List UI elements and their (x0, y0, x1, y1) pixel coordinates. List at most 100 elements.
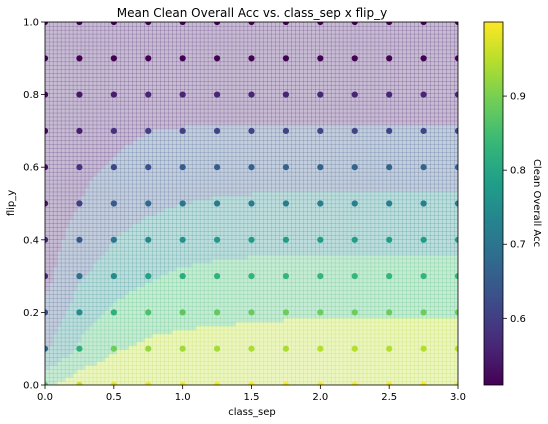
contour-cell (291, 195, 296, 201)
contour-cell (267, 337, 272, 343)
contour-cell (199, 215, 205, 220)
contour-cell (330, 369, 336, 374)
contour-cell (394, 274, 400, 280)
contour-cell (438, 313, 443, 319)
contour-cell (132, 313, 137, 319)
contour-cell (366, 337, 372, 343)
contour-cell (267, 223, 272, 228)
contour-cell (56, 235, 62, 240)
contour-cell (422, 329, 427, 335)
contour-cell (315, 313, 320, 319)
contour-cell (291, 250, 296, 256)
contour-cell (140, 341, 145, 347)
contour-cell (191, 266, 197, 272)
contour-cell (338, 361, 344, 366)
contour-cell (398, 262, 403, 268)
contour-cell (311, 211, 316, 216)
contour-cell (410, 258, 415, 264)
contour-cell (172, 349, 177, 355)
contour-cell (108, 345, 114, 351)
contour-cell (374, 310, 380, 315)
contour-cell (354, 223, 360, 228)
contour-cell (219, 270, 225, 276)
contour-cell (362, 223, 368, 228)
contour-cell (152, 195, 157, 201)
contour-cell (374, 302, 380, 307)
contour-cell (251, 337, 257, 343)
contour-cell (52, 203, 58, 209)
contour-cell (116, 341, 122, 347)
contour-cell (195, 286, 201, 291)
contour-cell (307, 235, 312, 240)
contour-cell (394, 357, 400, 362)
contour-cell (104, 302, 110, 307)
contour-cell (60, 258, 66, 264)
contour-cell (76, 278, 82, 284)
contour-cell (422, 258, 427, 264)
contour-cell (342, 353, 348, 358)
contour-cell (132, 325, 137, 331)
contour-cell (48, 250, 54, 256)
contour-cell (112, 377, 118, 382)
contour-cell (48, 227, 54, 232)
contour-cell (315, 215, 320, 220)
contour-cell (235, 353, 241, 358)
contour-cell (303, 262, 308, 268)
contour-cell (76, 242, 82, 248)
contour-cell (291, 286, 296, 291)
contour-cell (358, 317, 364, 323)
contour-cell (434, 290, 439, 295)
contour-cell (195, 266, 201, 272)
contour-cell (96, 365, 102, 370)
contour-cell (255, 227, 261, 232)
contour-cell (180, 231, 185, 236)
contour-cell (342, 266, 348, 272)
contour-cell (374, 235, 380, 240)
contour-cell (120, 353, 126, 358)
contour-cell (164, 302, 169, 307)
contour-cell (195, 369, 201, 374)
contour-cell (291, 215, 296, 220)
contour-cell (219, 215, 225, 220)
contour-cell (350, 282, 356, 287)
contour-cell (322, 227, 328, 232)
contour-cell (283, 278, 288, 284)
chart-title: Mean Clean Overall Acc vs. class_sep x f… (117, 6, 387, 20)
contour-cell (235, 254, 241, 260)
contour-cell (442, 294, 447, 299)
contour-cell (446, 337, 451, 343)
contour-cell (223, 215, 229, 220)
contour-cell (191, 207, 197, 212)
contour-cell (239, 357, 245, 362)
contour-cell (223, 270, 229, 276)
contour-cell (164, 345, 169, 351)
contour-cell (176, 365, 181, 370)
contour-cell (426, 325, 431, 331)
contour-cell (283, 337, 288, 343)
contour-cell (52, 317, 58, 323)
contour-cell (243, 353, 249, 358)
contour-cell (295, 337, 300, 343)
contour-cell (128, 246, 133, 252)
contour-cell (148, 235, 153, 240)
contour-cell (235, 361, 241, 366)
contour-cell (450, 361, 455, 366)
contour-cell (450, 357, 455, 362)
contour-cell (362, 353, 368, 358)
contour-cell (283, 219, 288, 224)
contour-cell (223, 306, 229, 311)
contour-cell (104, 377, 110, 382)
contour-cell (330, 294, 336, 299)
contour-cell (334, 211, 340, 216)
contour-cell (255, 365, 261, 370)
contour-cell (84, 333, 90, 339)
contour-cell (68, 329, 74, 335)
contour-cell (350, 357, 356, 362)
contour-cell (259, 266, 265, 272)
contour-cell (430, 231, 435, 236)
contour-cell (414, 239, 419, 244)
contour-cell (382, 290, 388, 295)
contour-cell (410, 250, 415, 256)
contour-cell (231, 258, 237, 264)
contour-cell (346, 266, 352, 272)
